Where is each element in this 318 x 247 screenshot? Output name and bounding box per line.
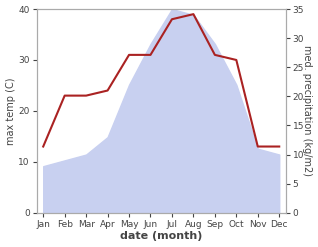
Y-axis label: max temp (C): max temp (C) bbox=[5, 77, 16, 145]
X-axis label: date (month): date (month) bbox=[120, 231, 203, 242]
Y-axis label: med. precipitation (kg/m2): med. precipitation (kg/m2) bbox=[302, 45, 313, 176]
